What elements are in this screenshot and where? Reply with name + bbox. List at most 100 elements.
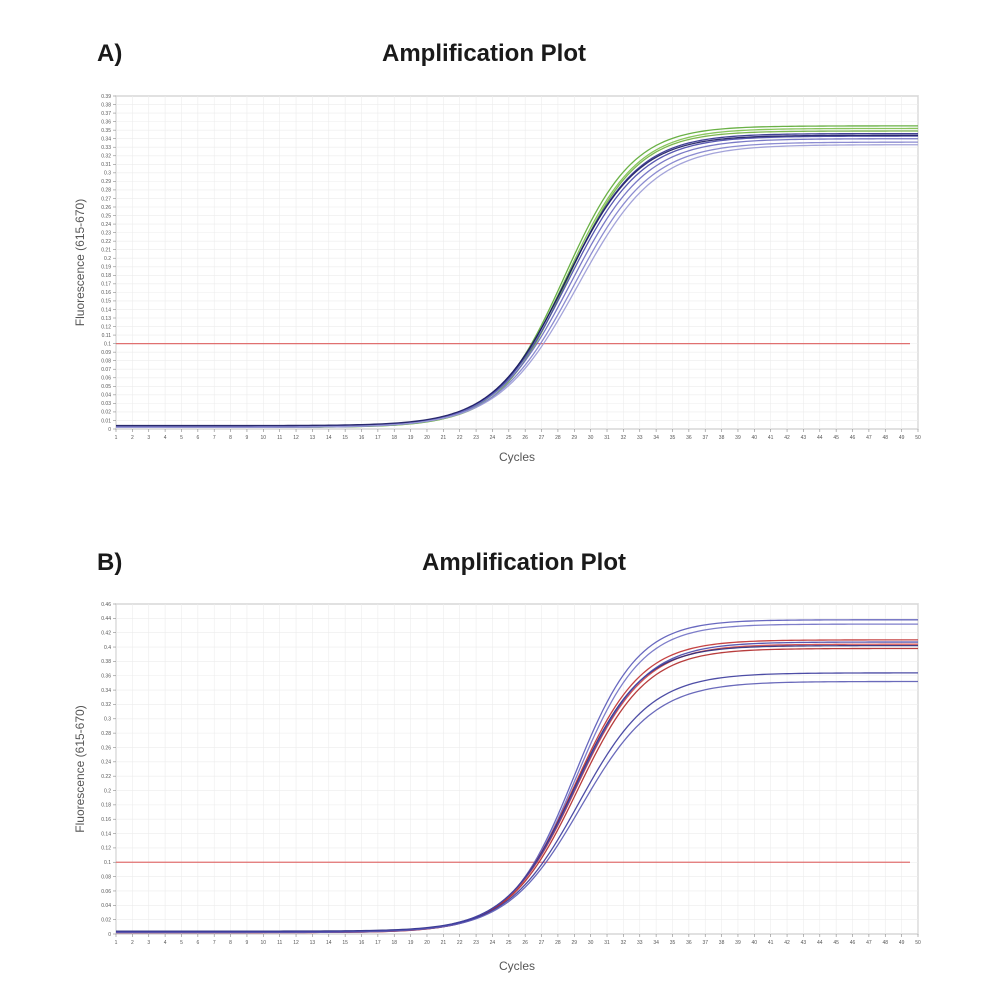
y-tick-label: 0.04 (101, 903, 111, 909)
x-tick-label: 4 (164, 940, 167, 946)
y-tick-label: 0.06 (101, 889, 111, 895)
x-tick-label: 12 (293, 435, 299, 441)
x-tick-label: 20 (424, 940, 430, 946)
x-tick-label: 21 (441, 940, 447, 946)
x-tick-label: 42 (784, 435, 790, 441)
x-tick-label: 1 (115, 940, 118, 946)
series-line (116, 680, 919, 934)
y-tick-label: 0.2 (104, 256, 111, 262)
y-tick-label: 0.02 (101, 917, 111, 923)
y-tick-label: 0.34 (101, 688, 111, 694)
y-tick-label: 0.17 (101, 282, 111, 288)
x-tick-label: 49 (899, 435, 905, 441)
x-tick-label: 2 (131, 940, 134, 946)
x-tick-label: 39 (735, 435, 741, 441)
y-tick-label: 0.1 (104, 860, 111, 866)
x-tick-label: 26 (522, 940, 528, 946)
x-tick-label: 9 (246, 435, 249, 441)
y-tick-label: 0.11 (102, 333, 112, 339)
y-tick-label: 0.15 (101, 299, 111, 305)
x-tick-label: 49 (899, 940, 905, 946)
x-tick-label: 30 (588, 435, 594, 441)
y-tick-label: 0.3 (104, 717, 111, 723)
series-line (116, 138, 918, 428)
x-tick-label: 9 (246, 940, 249, 946)
x-tick-label: 47 (866, 940, 872, 946)
y-tick-label: 0.35 (101, 128, 111, 134)
y-tick-label: 0.39 (101, 94, 111, 100)
y-tick-label: 0.44 (101, 616, 111, 622)
series-line (116, 130, 918, 428)
x-tick-label: 37 (702, 435, 708, 441)
x-tick-label: 19 (408, 435, 414, 441)
panel-b-title: Amplification Plot (422, 549, 626, 576)
y-tick-label: 0.37 (101, 111, 111, 117)
series-line (116, 619, 918, 933)
y-tick-label: 0.22 (101, 774, 111, 780)
x-tick-label: 8 (229, 435, 232, 441)
series-line (116, 132, 918, 428)
x-tick-label: 36 (686, 940, 692, 946)
x-tick-label: 17 (375, 940, 381, 946)
y-tick-label: 0.33 (101, 145, 111, 151)
y-tick-label: 0.26 (101, 205, 111, 211)
y-tick-label: 0.14 (101, 307, 111, 313)
y-tick-label: 0.24 (101, 760, 111, 766)
x-tick-label: 41 (768, 435, 774, 441)
panel-a-title: Amplification Plot (382, 40, 586, 67)
x-tick-label: 39 (735, 940, 741, 946)
series-line (116, 623, 918, 933)
x-tick-label: 27 (539, 940, 545, 946)
x-tick-label: 24 (490, 940, 496, 946)
y-tick-label: 0.05 (101, 384, 111, 390)
y-tick-label: 0.09 (101, 350, 111, 356)
series-line (116, 144, 918, 428)
x-tick-label: 29 (572, 435, 578, 441)
x-tick-label: 38 (719, 940, 725, 946)
x-tick-label: 28 (555, 940, 561, 946)
y-tick-label: 0.28 (101, 731, 111, 737)
y-tick-label: 0.2 (104, 788, 111, 794)
y-tick-label: 0.08 (101, 874, 111, 880)
x-tick-label: 28 (555, 435, 561, 441)
y-tick-label: 0.4 (104, 645, 111, 651)
x-tick-label: 22 (457, 940, 463, 946)
y-tick-label: 0.25 (101, 213, 111, 219)
x-tick-label: 10 (261, 435, 267, 441)
x-tick-label: 1 (115, 435, 118, 441)
panel-b-label: B) (97, 549, 123, 576)
series-line (116, 127, 918, 428)
y-tick-label: 0.38 (101, 102, 111, 108)
x-tick-label: 14 (326, 435, 332, 441)
x-tick-label: 46 (850, 940, 856, 946)
plot-area-b (115, 603, 919, 935)
y-tick-label: 0.34 (101, 136, 111, 142)
x-tick-label: 15 (342, 435, 348, 441)
y-tick-label: 0.07 (101, 367, 111, 373)
y-tick-label: 0.16 (101, 817, 111, 823)
x-tick-label: 40 (752, 940, 758, 946)
x-tick-label: 20 (424, 435, 430, 441)
x-tick-label: 38 (719, 435, 725, 441)
x-tick-label: 36 (686, 435, 692, 441)
x-tick-label: 19 (408, 940, 414, 946)
x-tick-label: 23 (473, 940, 479, 946)
y-tick-label: 0.04 (101, 393, 111, 399)
x-tick-label: 37 (702, 940, 708, 946)
x-tick-label: 25 (506, 940, 512, 946)
x-tick-label: 47 (866, 435, 872, 441)
x-tick-label: 3 (147, 435, 150, 441)
y-tick-label: 0.26 (101, 745, 111, 751)
x-tick-label: 14 (326, 940, 332, 946)
x-tick-label: 27 (539, 435, 545, 441)
x-tick-label: 24 (490, 435, 496, 441)
series-line (116, 639, 918, 934)
x-tick-label: 13 (310, 435, 316, 441)
x-tick-label: 46 (850, 435, 856, 441)
y-tick-label: 0.29 (101, 179, 111, 185)
y-tick-label: 0.32 (101, 702, 111, 708)
series-line (116, 641, 918, 933)
y-tick-label: 0.19 (101, 265, 111, 271)
